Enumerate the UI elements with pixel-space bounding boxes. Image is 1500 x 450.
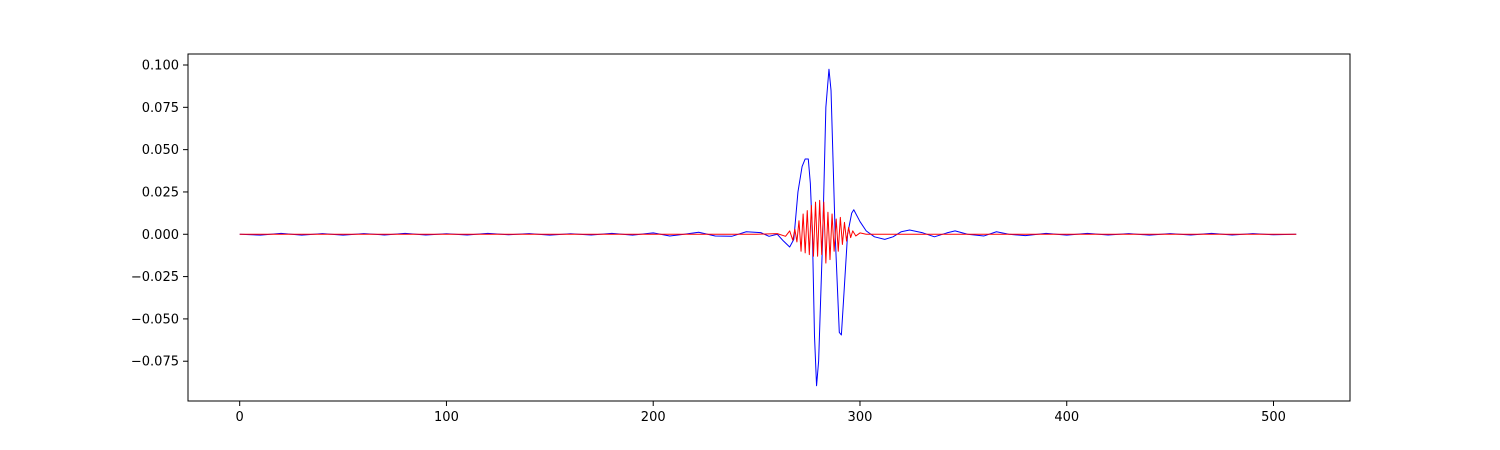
x-tick-label: 100 [434,410,459,425]
x-tick-label: 0 [236,410,244,425]
plot-frame [187,53,1351,402]
y-tick-label: −0.050 [131,312,179,327]
series-layer [239,68,1297,387]
y-tick-label: −0.075 [131,355,179,370]
x-tick-label: 500 [1261,410,1286,425]
plot-background [188,54,1350,401]
y-tick-label: 0.050 [142,143,179,158]
y-tick-label: 0.000 [142,228,179,243]
x-tick-label: 400 [1054,410,1079,425]
x-tick-label: 300 [848,410,873,425]
y-tick-label: 0.100 [142,59,179,74]
x-tick-label: 200 [641,410,666,425]
series-line-red [239,199,1297,264]
tick-layer: 0 100 200 300 400 500 0.100 0.075 0.050 0.025 0.00… [131,59,1286,425]
y-tick-label: −0.025 [131,270,179,285]
y-tick-label: 0.025 [142,185,179,200]
y-tick-label: 0.075 [142,101,179,116]
